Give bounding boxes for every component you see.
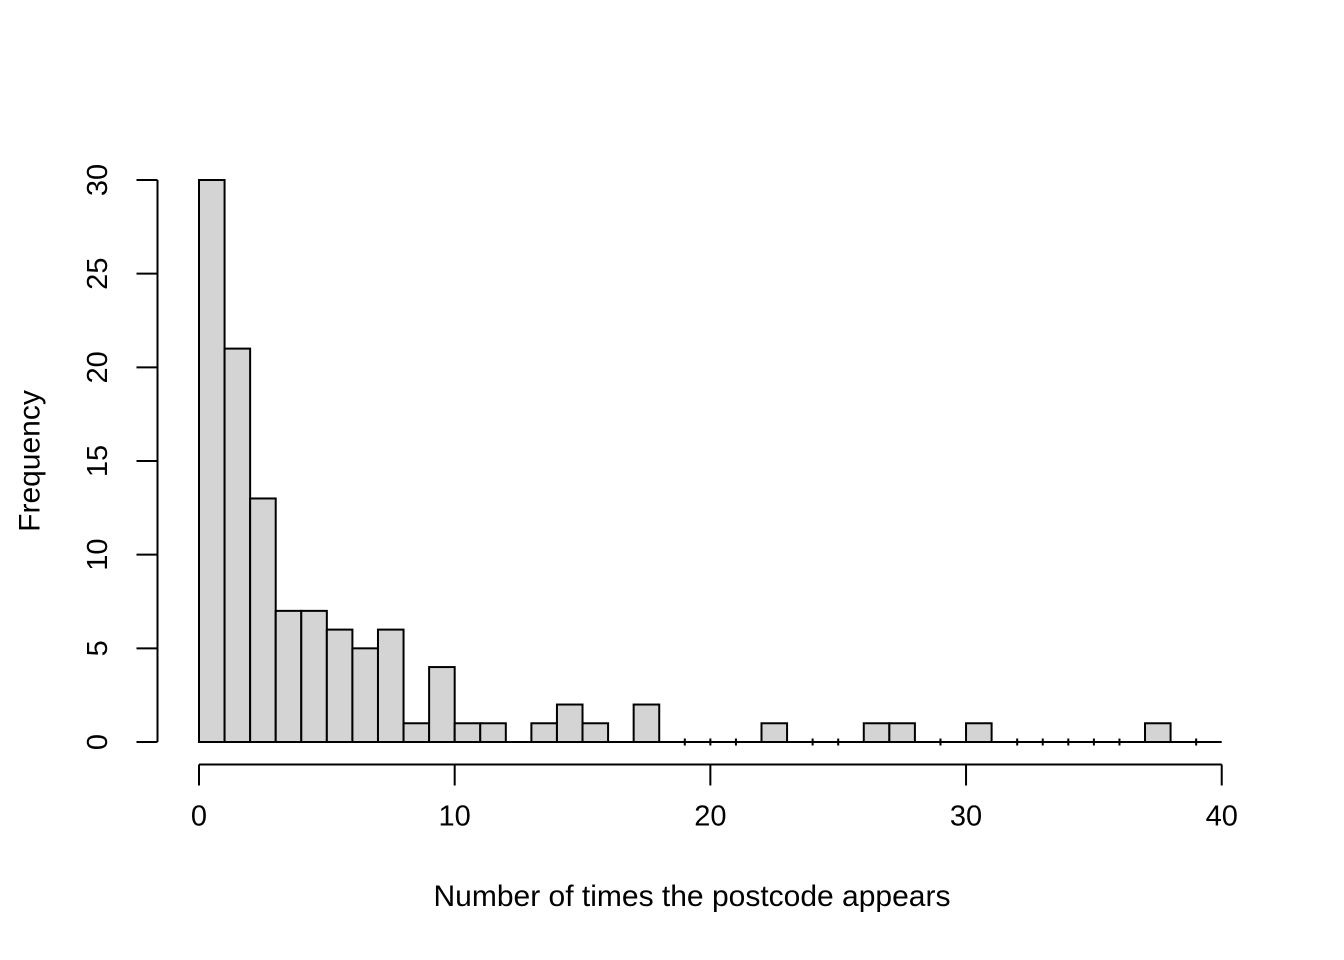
histogram-bar: [300, 609, 328, 744]
histogram-bar: [325, 628, 354, 743]
x-tick-label: 10: [439, 801, 471, 833]
y-tick-label: 30: [82, 164, 114, 196]
histogram-bar: [965, 722, 993, 744]
histogram-bar: [223, 347, 252, 743]
y-tick-label: 15: [82, 445, 114, 477]
x-axis-title: Number of times the postcode appears: [434, 880, 951, 913]
x-tick-label: 40: [1206, 801, 1238, 833]
histogram-bar: [198, 179, 226, 743]
histogram-bar: [555, 703, 584, 743]
y-tick-label: 20: [82, 351, 114, 383]
x-tick-label: 30: [950, 801, 982, 833]
y-tick-label: 0: [82, 734, 114, 750]
histogram-bar: [428, 666, 456, 743]
histogram-bar: [760, 722, 789, 744]
y-axis-title: Frequency: [14, 390, 47, 532]
histogram-bar: [274, 609, 303, 744]
histogram-bar: [479, 722, 507, 744]
y-tick-label: 5: [82, 640, 114, 656]
x-tick-label: 0: [191, 801, 207, 833]
histogram-bar: [402, 722, 431, 744]
histogram-bar: [581, 722, 610, 744]
histogram-bar: [888, 722, 916, 744]
histogram-bar: [1144, 722, 1172, 744]
axes-group: 0 5 10 15 20 25 30 0 10 20 30 40: [82, 164, 1238, 833]
y-tick-label: 25: [82, 258, 114, 290]
histogram-bar: [376, 628, 405, 743]
histogram-bar: [530, 722, 558, 744]
x-tick-label: 20: [694, 801, 726, 833]
histogram-bar: [351, 647, 379, 744]
histogram-bar: [453, 722, 482, 744]
y-tick-label: 10: [82, 539, 114, 571]
histogram-bar: [862, 722, 891, 744]
bars-group: [198, 179, 1222, 746]
histogram-bar: [632, 703, 661, 743]
histogram-bar: [249, 497, 277, 744]
